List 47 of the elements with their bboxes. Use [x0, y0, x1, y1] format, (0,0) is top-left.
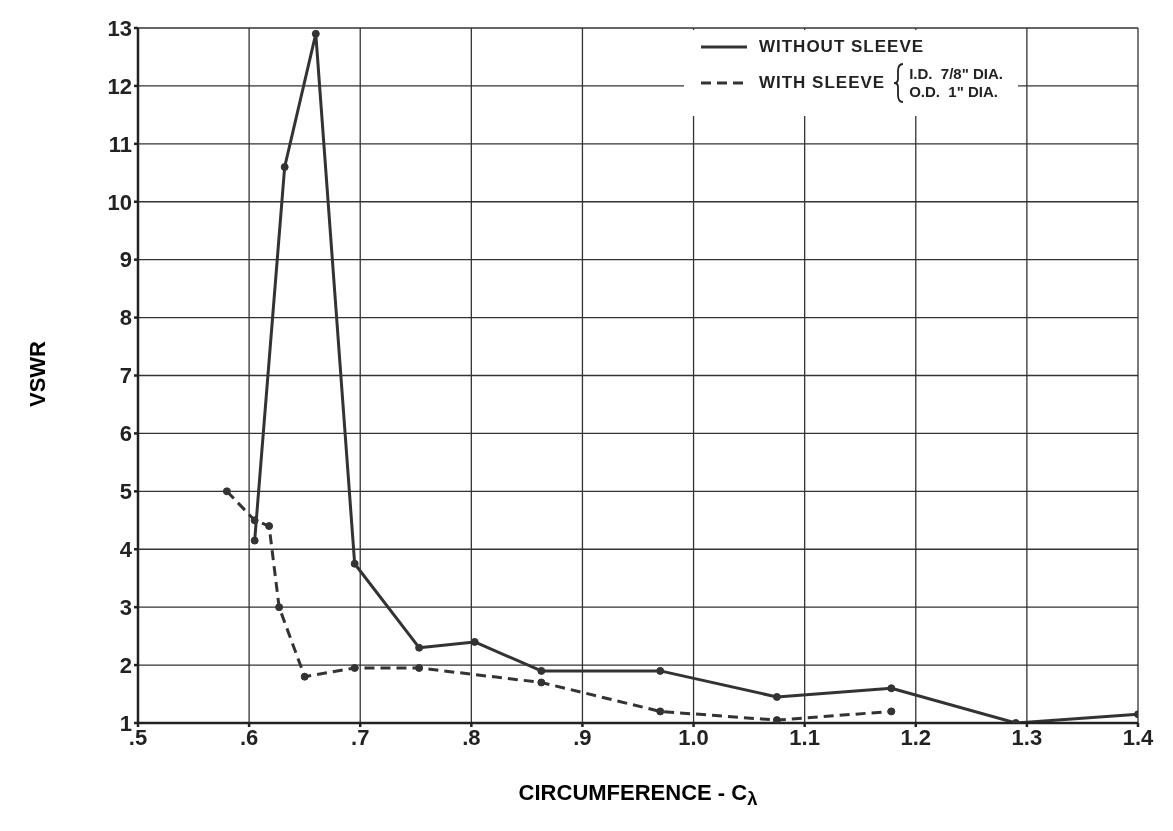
point — [280, 163, 289, 171]
point — [537, 666, 546, 675]
y-tick-label: 3 — [119, 594, 132, 620]
point — [275, 603, 284, 612]
point — [656, 707, 665, 716]
x-tick-label: 1.1 — [789, 724, 820, 750]
x-tick-label: 1.3 — [1011, 724, 1043, 750]
x-tick-label: 1.0 — [678, 724, 709, 750]
point — [265, 522, 274, 531]
y-tick-label: 9 — [119, 247, 132, 273]
x-tick-label: .8 — [462, 724, 481, 750]
y-tick-label: 13 — [107, 15, 132, 41]
point — [887, 684, 896, 693]
annotation: I.D. 7/8" DIA. — [909, 65, 1003, 83]
y-tick-label: 8 — [119, 305, 132, 331]
y-tick-label: 12 — [107, 73, 132, 99]
legend-label: WITH SLEEVE — [758, 73, 886, 93]
y-tick-label: 11 — [108, 131, 132, 157]
x-tick-label: 1.4 — [1122, 724, 1155, 750]
y-axis-title: VSWR — [25, 339, 51, 409]
y-tick-label: 5 — [119, 479, 132, 505]
point — [887, 707, 896, 716]
y-tick-label: 2 — [119, 652, 132, 678]
point — [537, 678, 546, 687]
point — [350, 663, 359, 672]
y-tick-label: 7 — [119, 363, 132, 389]
x-tick-label: .7 — [351, 724, 370, 750]
point — [415, 663, 424, 672]
x-tick-label: 1.2 — [900, 724, 932, 750]
point — [656, 666, 665, 675]
point — [300, 672, 309, 681]
point — [250, 516, 259, 525]
x-axis-title: CIRCUMFERENCE - C$_{λ}$ — [517, 779, 759, 810]
x-tick-label: .9 — [573, 724, 592, 750]
point — [350, 559, 359, 568]
point — [250, 536, 259, 545]
point — [415, 643, 424, 652]
point — [311, 29, 320, 38]
y-tick-label: 4 — [119, 537, 133, 563]
y-tick-label: 6 — [119, 421, 132, 447]
point — [772, 716, 781, 723]
legend-label: WITHOUT SLEEVE — [758, 37, 925, 57]
y-tick-label: 10 — [107, 189, 132, 215]
point — [222, 487, 231, 496]
x-tick-label: .6 — [239, 724, 259, 750]
point — [772, 692, 781, 701]
annotation: O.D. 1" DIA. — [909, 83, 999, 101]
